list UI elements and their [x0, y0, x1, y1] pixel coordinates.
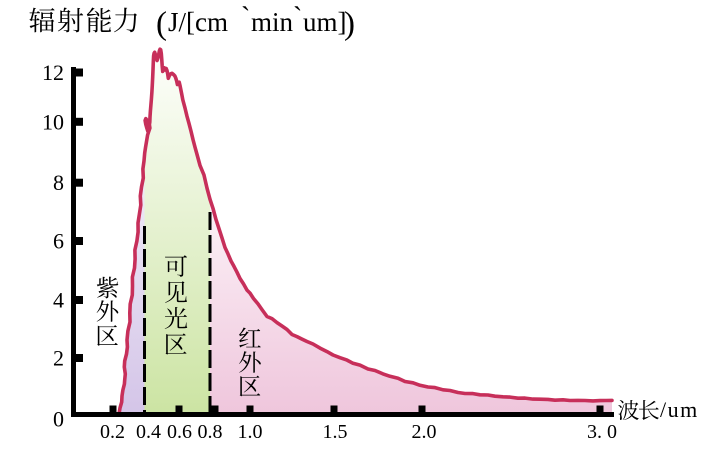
svg-text:2: 2 [53, 346, 64, 371]
svg-text:J/[cm: J/[cm [168, 7, 228, 37]
svg-text:4: 4 [53, 288, 64, 313]
svg-text:6: 6 [53, 229, 64, 254]
svg-text:1.5: 1.5 [323, 421, 348, 443]
svg-text:0: 0 [53, 407, 64, 432]
svg-text:10: 10 [42, 109, 64, 134]
svg-text:0.8: 0.8 [198, 421, 223, 443]
svg-text:3. 0: 3. 0 [587, 421, 617, 443]
svg-text:`: ` [241, 2, 250, 33]
svg-text:min: min [251, 7, 294, 37]
svg-text:0.4: 0.4 [136, 421, 161, 443]
svg-text:12: 12 [42, 60, 64, 85]
svg-text:1.0: 1.0 [238, 421, 263, 443]
svg-text:um]: um] [303, 7, 347, 37]
svg-text:0.2: 0.2 [100, 421, 125, 443]
svg-text:`: ` [293, 2, 302, 33]
svg-text:(: ( [156, 6, 167, 42]
svg-text:): ) [344, 6, 355, 42]
svg-text:8: 8 [53, 170, 64, 195]
svg-text:/um: /um [660, 397, 699, 422]
svg-text:2.0: 2.0 [412, 421, 437, 443]
svg-text:0.6: 0.6 [167, 421, 192, 443]
